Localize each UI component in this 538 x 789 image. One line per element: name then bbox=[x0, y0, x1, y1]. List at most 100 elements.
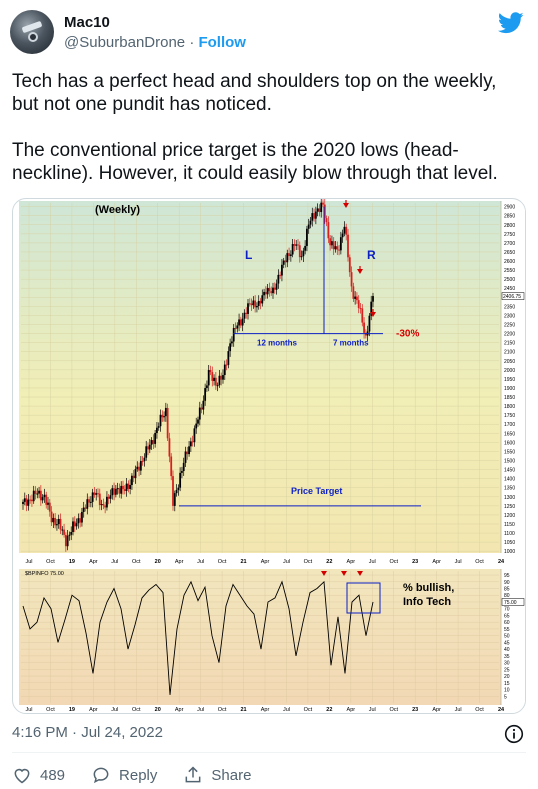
candle-body bbox=[47, 502, 49, 505]
candle-body bbox=[368, 315, 371, 332]
candle-body bbox=[129, 484, 132, 489]
share-icon bbox=[185, 766, 201, 783]
share-button[interactable]: Share bbox=[183, 765, 251, 785]
indicator-x-tick: 23 bbox=[412, 707, 418, 713]
info-icon[interactable] bbox=[504, 724, 524, 744]
candle-body bbox=[100, 504, 103, 506]
price-y-tick: 1600 bbox=[504, 440, 515, 446]
candle-body bbox=[159, 414, 162, 427]
candle-body bbox=[302, 250, 305, 257]
candle-body bbox=[298, 245, 301, 258]
candle-body bbox=[132, 475, 135, 479]
candle-body bbox=[66, 535, 69, 547]
candle-body bbox=[307, 224, 310, 229]
candle-body bbox=[54, 517, 57, 526]
candle-body bbox=[59, 518, 62, 530]
price-x-tick: Oct bbox=[218, 559, 227, 565]
candle-body bbox=[261, 295, 264, 304]
candle-body bbox=[186, 451, 189, 455]
candle-body bbox=[277, 274, 280, 284]
avatar[interactable] bbox=[10, 10, 54, 54]
tweet-header: Mac10 @SuburbanDrone · Follow bbox=[0, 0, 538, 60]
candle-body bbox=[318, 208, 321, 213]
candle-body bbox=[339, 237, 342, 251]
candle-body bbox=[152, 440, 155, 444]
price-y-tick: 1450 bbox=[504, 468, 515, 474]
candle-body bbox=[202, 400, 205, 410]
candle-body bbox=[295, 244, 298, 246]
candle-body bbox=[323, 204, 326, 219]
candle-body bbox=[166, 407, 169, 439]
candle-body bbox=[222, 375, 224, 380]
price-x-tick: Jul bbox=[111, 559, 118, 565]
candle-body bbox=[109, 495, 112, 499]
indicator-y-tick: 85 bbox=[504, 587, 510, 593]
candle-body bbox=[181, 471, 183, 473]
candle-body bbox=[218, 375, 221, 386]
twitter-bird-icon[interactable] bbox=[498, 12, 524, 34]
price-x-tick: Jul bbox=[25, 559, 32, 565]
price-y-tick: 2200 bbox=[504, 332, 515, 338]
candle-body bbox=[264, 291, 267, 295]
reply-label: Reply bbox=[119, 766, 158, 784]
price-y-tick: 2300 bbox=[504, 313, 515, 319]
red-arrow-icon bbox=[357, 269, 363, 274]
candle-body bbox=[286, 253, 289, 263]
candle-body bbox=[313, 213, 315, 219]
candle-body bbox=[247, 303, 249, 314]
indicator-x-tick: 19 bbox=[69, 707, 75, 713]
indicator-x-tick: 22 bbox=[326, 707, 332, 713]
price-y-tick: 2750 bbox=[504, 232, 515, 238]
candle-body bbox=[177, 487, 180, 490]
candle-body bbox=[189, 441, 192, 447]
candle-body bbox=[95, 493, 98, 495]
candle-body bbox=[93, 492, 96, 495]
candle-body bbox=[97, 493, 99, 495]
indicator-x-tick: Oct bbox=[46, 707, 55, 713]
indicator-x-tick: Jul bbox=[25, 707, 32, 713]
price-x-tick: 19 bbox=[69, 559, 75, 565]
candle-body bbox=[211, 372, 214, 381]
indicator-x-tick: Jul bbox=[283, 707, 290, 713]
author-handle[interactable]: @SuburbanDrone bbox=[64, 34, 186, 51]
candle-body bbox=[220, 375, 223, 380]
price-y-tick: 2500 bbox=[504, 277, 515, 283]
price-y-tick: 1900 bbox=[504, 386, 515, 392]
candle-body bbox=[123, 489, 126, 491]
price-y-tick: 1350 bbox=[504, 486, 515, 492]
price-y-tick: 2900 bbox=[504, 205, 515, 211]
indicator-y-tick: 20 bbox=[504, 674, 510, 680]
candle-body bbox=[106, 496, 108, 508]
candle-body bbox=[320, 202, 323, 213]
candle-body bbox=[325, 218, 328, 223]
candle-body bbox=[170, 456, 173, 477]
candle-body bbox=[182, 462, 185, 472]
price-x-tick: Oct bbox=[475, 559, 484, 565]
indicator-y-tick: 55 bbox=[504, 627, 510, 633]
price-x-tick: 21 bbox=[240, 559, 246, 565]
candle-body bbox=[284, 260, 287, 263]
reply-button[interactable]: Reply bbox=[91, 765, 157, 785]
candle-body bbox=[200, 407, 203, 410]
author-name[interactable]: Mac10 bbox=[64, 14, 110, 31]
price-x-tick: 20 bbox=[155, 559, 161, 565]
like-button[interactable]: 489 bbox=[12, 765, 65, 785]
tweet-timestamp[interactable]: 4:16 PM · Jul 24, 2022 bbox=[12, 724, 163, 741]
candle-body bbox=[207, 370, 210, 386]
candle-body bbox=[231, 341, 233, 344]
price-y-tick: 1850 bbox=[504, 395, 515, 401]
chart-image[interactable]: 2900 2850 2800 2750 2700 2650 2600 2550 2500 2450… bbox=[12, 198, 526, 714]
candle-body bbox=[352, 286, 355, 299]
follow-button[interactable]: Follow bbox=[198, 34, 246, 51]
candle-body bbox=[154, 432, 157, 444]
candle-body bbox=[150, 440, 153, 445]
price-y-tick: 1000 bbox=[504, 549, 515, 555]
candle-body bbox=[156, 427, 158, 433]
indicator-y-tick: 35 bbox=[504, 654, 510, 660]
candle-body bbox=[297, 244, 299, 246]
candle-body bbox=[88, 499, 90, 503]
indicator-x-tick: Apr bbox=[347, 707, 356, 713]
candle-body bbox=[322, 202, 324, 205]
candle-body bbox=[248, 303, 251, 305]
price-x-tick: Jul bbox=[455, 559, 462, 565]
